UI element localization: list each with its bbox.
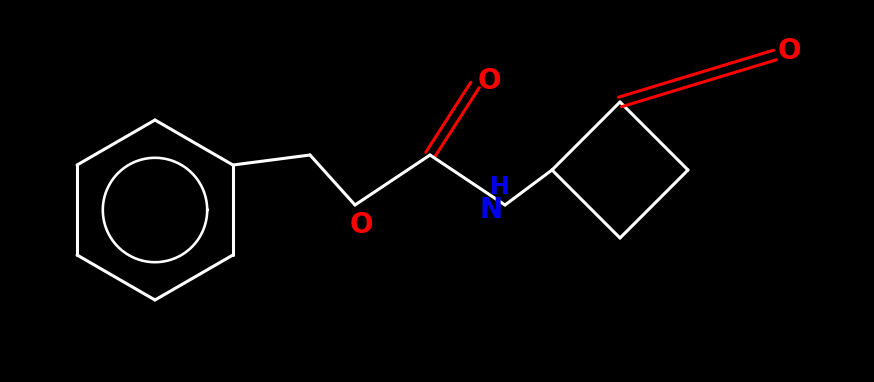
Text: H: H (490, 175, 510, 199)
Text: O: O (477, 67, 501, 95)
Text: O: O (777, 37, 801, 65)
Text: O: O (350, 211, 372, 239)
Text: N: N (480, 196, 503, 224)
